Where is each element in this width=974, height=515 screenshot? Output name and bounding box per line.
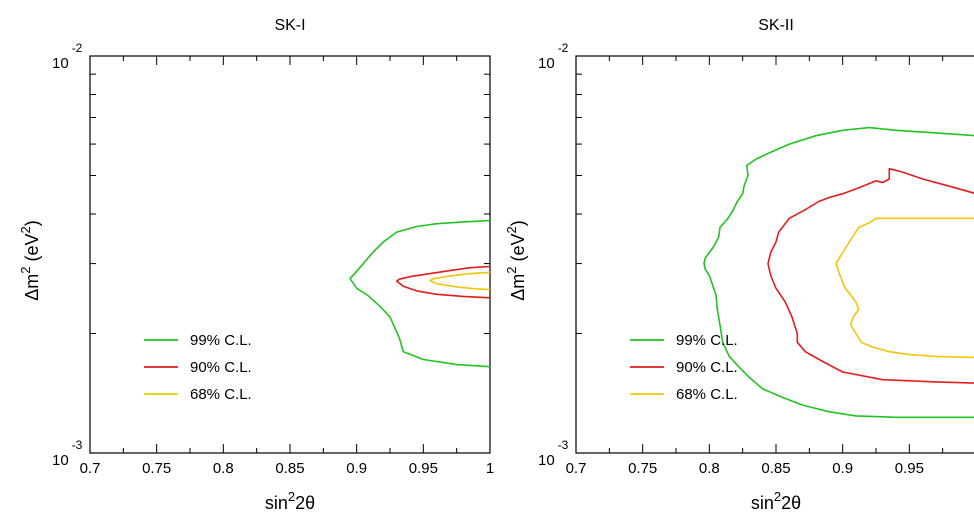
sk2-x-tick-label: 0.7 bbox=[566, 460, 587, 477]
sk2-legend: 99% C.L. 90% C.L. 68% C.L. bbox=[630, 332, 738, 403]
sk2-legend-label: 68% C.L. bbox=[676, 386, 738, 403]
sk1-x-tick-label: 1 bbox=[486, 460, 494, 477]
sk1-x-tick-label: 0.85 bbox=[275, 460, 304, 477]
sk2-y-axis-label: Δm2 (eV2) bbox=[504, 220, 528, 301]
sk1-contours bbox=[349, 219, 490, 368]
sk1-legend-label: 68% C.L. bbox=[190, 386, 252, 403]
sk1-x-tick-label: 0.95 bbox=[409, 460, 438, 477]
sk2-contours bbox=[703, 126, 974, 419]
sk2-x-axis-label: sin22θ bbox=[751, 489, 801, 513]
sk1-panel: SK-I 0.7 0.75 0.8 0.85 0.9 0.95 1 10-2 10-3 sin22θ… bbox=[18, 17, 494, 513]
sk2-x-tick-label: 0.75 bbox=[628, 460, 657, 477]
sk2-legend-label: 99% C.L. bbox=[676, 332, 738, 349]
sk2-panel: SK-II 0.7 0.75 0.8 0.85 0.9 0.95 10-2 10-3 sin22θ… bbox=[504, 17, 974, 513]
sk1-legend-label: 90% C.L. bbox=[190, 359, 252, 376]
sk2-plot-frame bbox=[575, 55, 974, 454]
sk1-x-tick-label: 0.9 bbox=[346, 460, 367, 477]
sk1-legend-label: 99% C.L. bbox=[190, 332, 252, 349]
sk2-x-tick-label: 0.8 bbox=[699, 460, 720, 477]
sk2-legend-label: 90% C.L. bbox=[676, 359, 738, 376]
sk2-y-tick-label: 10-2 bbox=[538, 41, 569, 72]
sk1-x-tick-label: 0.7 bbox=[80, 460, 101, 477]
sk1-y-tick-label: 10-2 bbox=[52, 41, 83, 72]
sk1-legend: 99% C.L. 90% C.L. 68% C.L. bbox=[144, 332, 252, 403]
sk2-contour-90 bbox=[767, 167, 974, 384]
sk1-x-tick-label: 0.8 bbox=[213, 460, 234, 477]
sk2-x-tick-label: 0.9 bbox=[832, 460, 853, 477]
sk1-x-axis-label: sin22θ bbox=[265, 489, 315, 513]
sk1-contour-68 bbox=[429, 271, 490, 291]
sk1-y-tick-label: 10-3 bbox=[52, 438, 83, 469]
sk2-x-tick-label: 0.85 bbox=[761, 460, 790, 477]
sk2-contour-99 bbox=[703, 126, 974, 419]
sk1-contour-99 bbox=[349, 219, 490, 368]
sk1-contour-90 bbox=[395, 265, 490, 299]
sk1-chart-title: SK-I bbox=[274, 17, 305, 34]
sk2-contour-68 bbox=[835, 217, 974, 359]
sk2-x-tick-label: 0.95 bbox=[895, 460, 924, 477]
sk2-y-tick-label: 10-3 bbox=[538, 438, 569, 469]
sk1-x-tick-label: 0.75 bbox=[142, 460, 171, 477]
sk2-chart-title: SK-II bbox=[758, 17, 794, 34]
sk1-y-axis-label: Δm2 (eV2) bbox=[18, 220, 42, 301]
